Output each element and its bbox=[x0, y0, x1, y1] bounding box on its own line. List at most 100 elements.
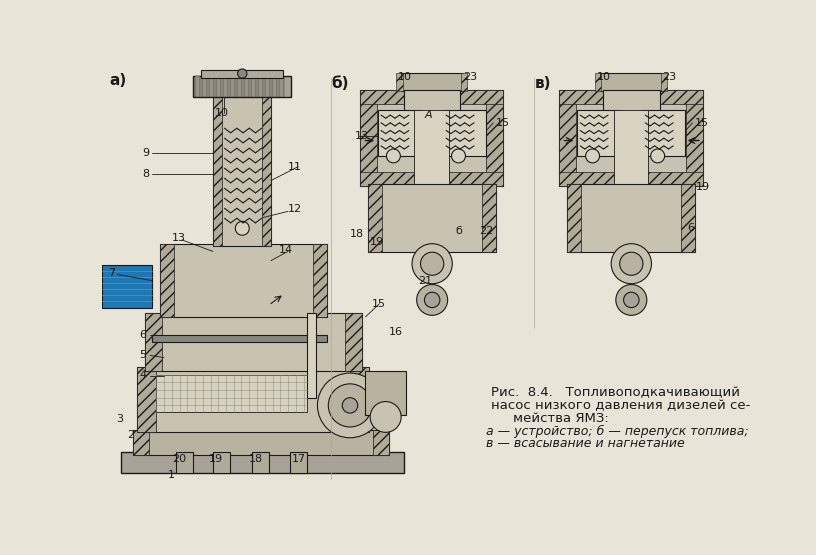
Text: 20: 20 bbox=[171, 455, 186, 465]
Bar bbox=[137, 367, 370, 432]
Bar bbox=[486, 90, 503, 186]
Text: 7: 7 bbox=[109, 268, 115, 278]
Text: 19: 19 bbox=[370, 237, 384, 247]
Bar bbox=[373, 430, 388, 455]
Bar bbox=[600, 73, 663, 91]
Bar bbox=[102, 265, 153, 307]
Text: 13: 13 bbox=[355, 131, 369, 141]
Text: б): б) bbox=[331, 76, 349, 91]
Circle shape bbox=[619, 252, 643, 275]
Text: 23: 23 bbox=[663, 72, 676, 82]
Text: 13: 13 bbox=[171, 233, 186, 243]
Circle shape bbox=[623, 292, 639, 307]
Bar bbox=[350, 367, 370, 432]
Bar bbox=[251, 452, 268, 473]
Bar bbox=[258, 76, 264, 97]
Polygon shape bbox=[102, 267, 153, 305]
Text: 10: 10 bbox=[398, 72, 412, 82]
Text: 5: 5 bbox=[140, 350, 146, 360]
Bar bbox=[360, 90, 377, 186]
Bar bbox=[290, 452, 308, 473]
Text: 22: 22 bbox=[479, 226, 493, 236]
Text: 10: 10 bbox=[215, 108, 228, 118]
Text: A: A bbox=[424, 110, 432, 120]
Bar bbox=[368, 184, 382, 252]
Text: мейства ЯМЗ:: мейства ЯМЗ: bbox=[512, 412, 609, 425]
Bar bbox=[614, 110, 649, 185]
Bar bbox=[195, 76, 201, 97]
Circle shape bbox=[317, 373, 383, 438]
Text: в): в) bbox=[534, 76, 551, 91]
Bar bbox=[209, 76, 215, 97]
Text: а — устройство; б — перепуск топлива;: а — устройство; б — перепуск топлива; bbox=[486, 426, 748, 438]
Bar bbox=[481, 184, 495, 252]
Bar bbox=[122, 452, 404, 473]
Text: 21: 21 bbox=[418, 276, 432, 286]
Bar bbox=[360, 90, 503, 186]
Bar bbox=[133, 430, 149, 455]
Bar bbox=[137, 367, 156, 432]
Text: 15: 15 bbox=[695, 118, 709, 128]
Bar bbox=[156, 375, 308, 412]
Circle shape bbox=[650, 149, 665, 163]
Text: 1: 1 bbox=[168, 470, 175, 480]
Bar bbox=[262, 96, 271, 246]
Bar bbox=[313, 244, 326, 317]
Bar bbox=[642, 110, 685, 156]
Bar bbox=[160, 244, 326, 317]
Circle shape bbox=[387, 149, 401, 163]
Circle shape bbox=[611, 244, 651, 284]
Bar bbox=[237, 76, 242, 97]
Bar bbox=[443, 110, 486, 156]
Bar bbox=[230, 76, 235, 97]
Bar bbox=[461, 73, 467, 91]
Text: насос низкого давления дизелей се-: насос низкого давления дизелей се- bbox=[491, 399, 751, 412]
Bar bbox=[202, 70, 283, 78]
Bar bbox=[213, 96, 222, 246]
Text: 18: 18 bbox=[350, 229, 364, 239]
Bar bbox=[272, 76, 277, 97]
Bar bbox=[344, 313, 361, 371]
Circle shape bbox=[586, 149, 600, 163]
Bar bbox=[175, 452, 193, 473]
Bar bbox=[160, 244, 174, 317]
Bar bbox=[368, 184, 495, 252]
Bar bbox=[681, 184, 695, 252]
Text: 6: 6 bbox=[687, 223, 694, 233]
Bar bbox=[378, 110, 420, 156]
Circle shape bbox=[412, 244, 452, 284]
Bar bbox=[144, 313, 162, 371]
Bar bbox=[401, 73, 463, 91]
Text: 2: 2 bbox=[126, 430, 134, 440]
Bar bbox=[133, 430, 388, 455]
Circle shape bbox=[237, 69, 247, 78]
Bar bbox=[567, 184, 581, 252]
Circle shape bbox=[424, 292, 440, 307]
Text: 10: 10 bbox=[596, 72, 610, 82]
Bar bbox=[308, 313, 316, 398]
Bar bbox=[264, 76, 270, 97]
Circle shape bbox=[328, 384, 372, 427]
Text: 6: 6 bbox=[140, 330, 146, 340]
Text: 23: 23 bbox=[463, 72, 477, 82]
Text: 19: 19 bbox=[209, 455, 223, 465]
Bar bbox=[213, 452, 230, 473]
Bar bbox=[595, 73, 601, 91]
Circle shape bbox=[451, 149, 465, 163]
Text: 12: 12 bbox=[288, 204, 302, 214]
Text: а): а) bbox=[109, 73, 127, 88]
Bar bbox=[415, 110, 449, 185]
Circle shape bbox=[342, 398, 357, 413]
Bar bbox=[559, 172, 703, 186]
Bar bbox=[559, 90, 703, 186]
Text: 8: 8 bbox=[142, 169, 149, 179]
Bar bbox=[559, 90, 703, 104]
Bar bbox=[661, 73, 667, 91]
Text: 14: 14 bbox=[279, 245, 293, 255]
Bar bbox=[251, 76, 256, 97]
Bar bbox=[603, 90, 660, 111]
Text: б: б bbox=[455, 226, 463, 236]
Circle shape bbox=[616, 285, 647, 315]
Bar bbox=[404, 90, 460, 111]
Text: 15: 15 bbox=[372, 299, 386, 309]
